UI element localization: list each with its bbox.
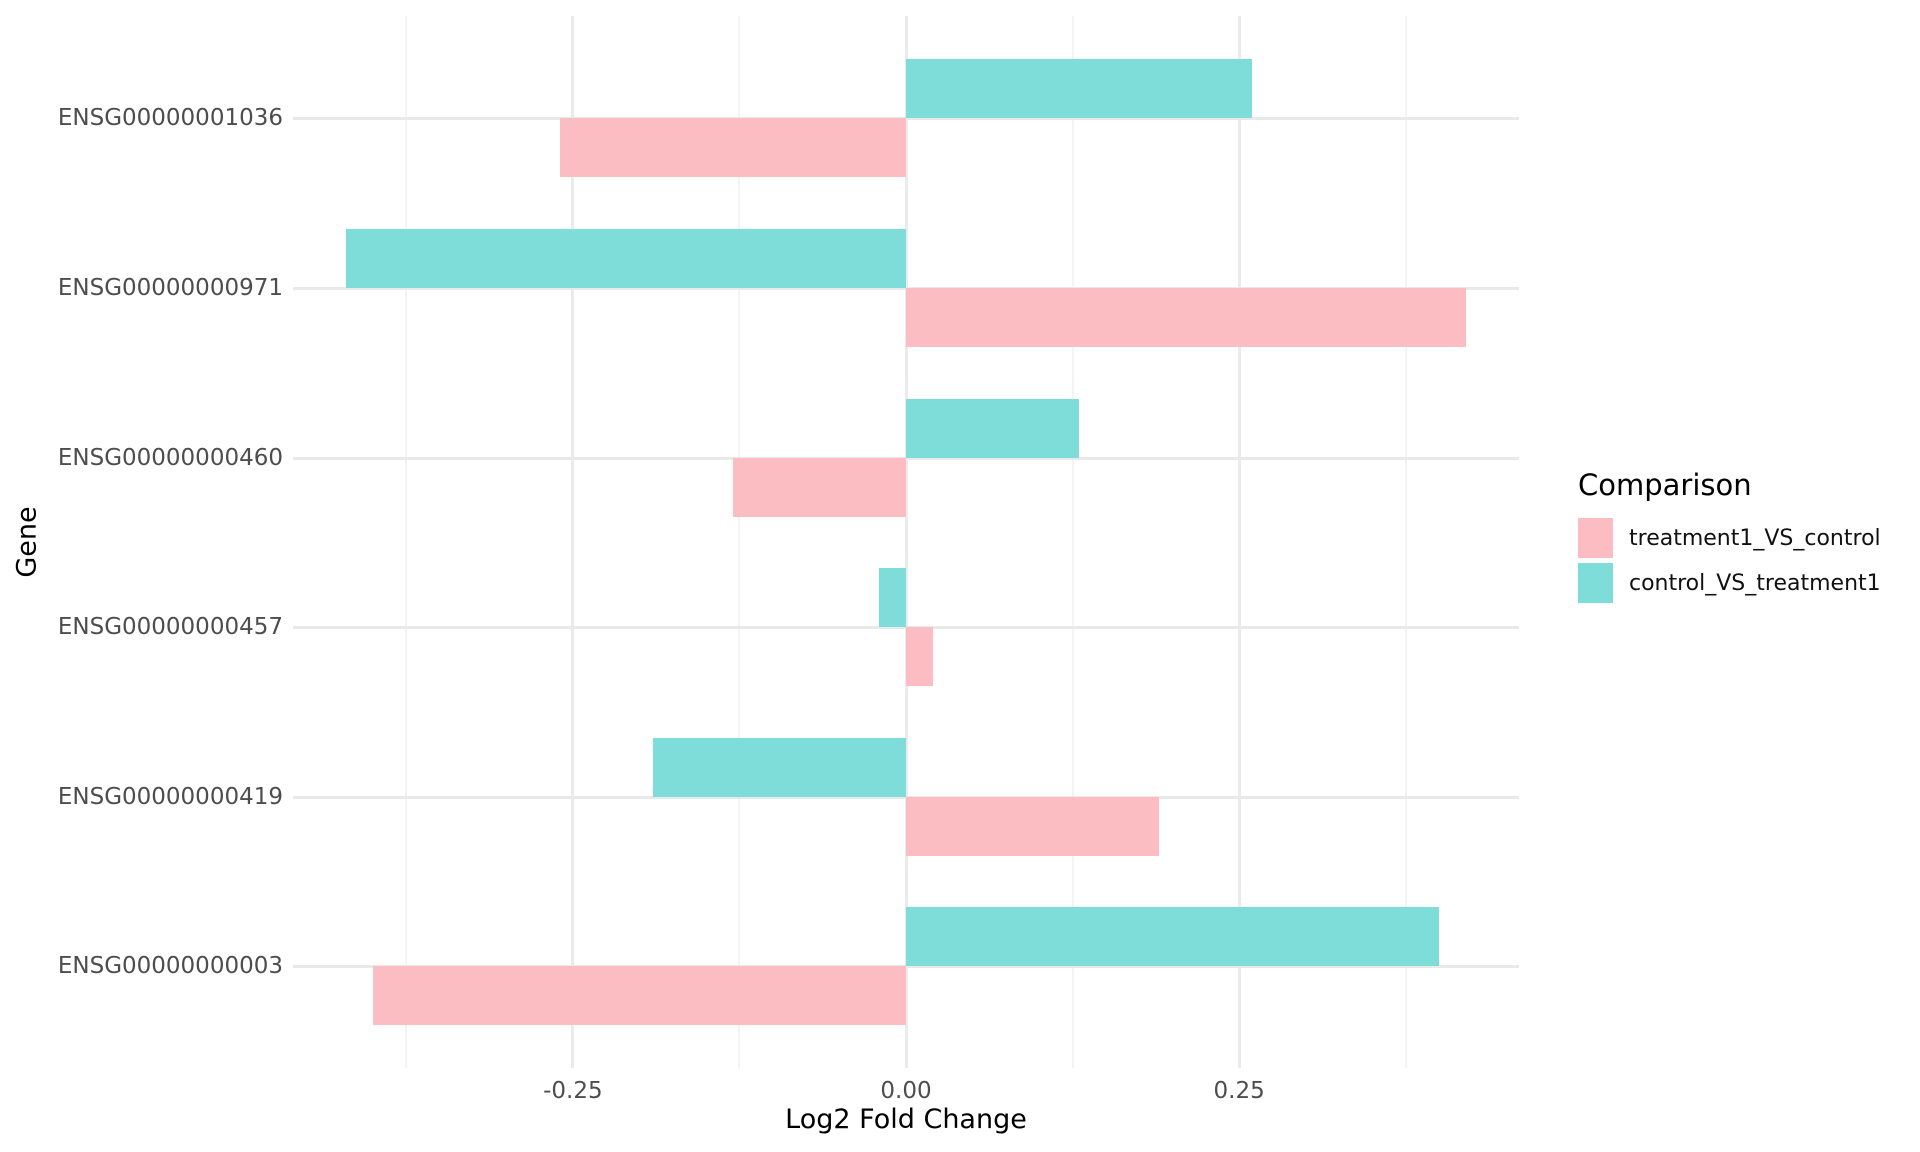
bar-ENSG00000000457-control_VS_treatment1 — [879, 568, 906, 627]
bar-ENSG00000001036-control_VS_treatment1 — [906, 59, 1253, 118]
bar-ENSG00000000003-control_VS_treatment1 — [906, 907, 1440, 966]
x-tick-label-0.00: 0.00 — [880, 1078, 932, 1104]
bar-ENSG00000001036-treatment1_VS_control — [559, 118, 906, 177]
gridline-x-minor — [738, 16, 741, 1068]
gridline-x-minor — [405, 16, 408, 1068]
y-tick-label-ENSG00000000971: ENSG00000000971 — [57, 275, 283, 301]
gridline-x-minor — [1404, 16, 1407, 1068]
y-axis-title: Gene — [11, 506, 43, 578]
legend-items: treatment1_VS_control control_VS_treatmen… — [1578, 518, 1881, 608]
legend-title: Comparison — [1578, 468, 1752, 502]
bar-ENSG00000000460-control_VS_treatment1 — [906, 399, 1080, 458]
y-tick-label-ENSG00000000003: ENSG00000000003 — [57, 953, 283, 979]
x-axis-title: Log2 Fold Change — [785, 1104, 1027, 1135]
gridline-x-major — [571, 16, 575, 1068]
legend-swatch-control_VS_treatment1 — [1578, 563, 1613, 603]
bar-ENSG00000000419-treatment1_VS_control — [906, 797, 1160, 856]
bar-ENSG00000000460-treatment1_VS_control — [732, 458, 906, 517]
bar-ENSG00000000003-treatment1_VS_control — [372, 966, 906, 1025]
gridline-x-major — [904, 16, 908, 1068]
legend-item-treatment1_VS_control: treatment1_VS_control — [1578, 518, 1881, 558]
bar-ENSG00000000971-treatment1_VS_control — [906, 288, 1466, 347]
y-tick-label-ENSG00000000460: ENSG00000000460 — [57, 445, 283, 471]
y-tick-label-ENSG00000001036: ENSG00000001036 — [57, 105, 283, 131]
bar-ENSG00000000457-treatment1_VS_control — [906, 627, 933, 686]
x-tick-label-0.25: 0.25 — [1213, 1078, 1265, 1104]
legend: Comparison treatment1_VS_control control_… — [1578, 468, 1881, 608]
x-tick-label--0.25: -0.25 — [543, 1078, 603, 1104]
gridline-gene-row — [293, 457, 1519, 460]
legend-label-control_VS_treatment1: control_VS_treatment1 — [1629, 570, 1881, 596]
y-tick-label-ENSG00000000457: ENSG00000000457 — [57, 614, 283, 640]
gridline-gene-row — [293, 965, 1519, 968]
gridline-gene-row — [293, 117, 1519, 120]
y-tick-label-ENSG00000000419: ENSG00000000419 — [57, 784, 283, 810]
legend-label-treatment1_VS_control: treatment1_VS_control — [1629, 525, 1881, 551]
plot-panel — [293, 16, 1519, 1068]
legend-item-control_VS_treatment1: control_VS_treatment1 — [1578, 563, 1881, 603]
bar-ENSG00000000419-control_VS_treatment1 — [652, 738, 906, 797]
gridline-x-major — [1237, 16, 1241, 1068]
gridline-x-minor — [1071, 16, 1074, 1068]
bar-ENSG00000000971-control_VS_treatment1 — [346, 229, 906, 288]
legend-swatch-treatment1_VS_control — [1578, 518, 1613, 558]
